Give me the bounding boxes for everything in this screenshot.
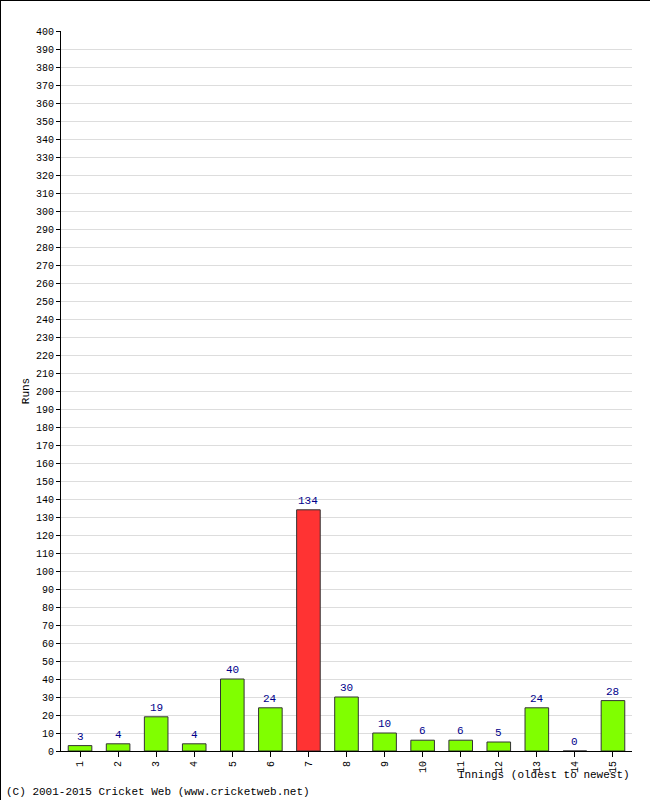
svg-text:190: 190	[36, 405, 54, 416]
svg-text:6: 6	[457, 725, 464, 737]
svg-text:Runs: Runs	[20, 378, 32, 404]
svg-text:8: 8	[342, 761, 353, 767]
svg-text:(C) 2001-2015 Cricket Web (www: (C) 2001-2015 Cricket Web (www.cricketwe…	[6, 786, 310, 798]
svg-text:Innings (oldest to newest): Innings (oldest to newest)	[458, 769, 630, 781]
svg-text:13: 13	[532, 761, 543, 773]
svg-text:260: 260	[36, 279, 54, 290]
svg-text:3: 3	[77, 731, 84, 743]
svg-text:2: 2	[113, 761, 124, 767]
svg-text:30: 30	[340, 682, 353, 694]
svg-text:70: 70	[42, 621, 54, 632]
svg-text:14: 14	[570, 761, 581, 773]
svg-text:240: 240	[36, 315, 54, 326]
svg-text:19: 19	[150, 702, 163, 714]
svg-text:150: 150	[36, 477, 54, 488]
svg-text:5: 5	[495, 727, 502, 739]
svg-text:80: 80	[42, 603, 54, 614]
svg-text:15: 15	[608, 761, 619, 773]
svg-text:100: 100	[36, 567, 54, 578]
svg-text:130: 130	[36, 513, 54, 524]
svg-text:210: 210	[36, 369, 54, 380]
svg-text:28: 28	[606, 686, 619, 698]
svg-text:10: 10	[378, 718, 391, 730]
svg-text:20: 20	[42, 711, 54, 722]
svg-text:4: 4	[191, 729, 198, 741]
svg-text:350: 350	[36, 117, 54, 128]
svg-text:0: 0	[48, 747, 54, 758]
svg-text:290: 290	[36, 225, 54, 236]
svg-text:4: 4	[115, 729, 122, 741]
svg-text:270: 270	[36, 261, 54, 272]
svg-text:370: 370	[36, 81, 54, 92]
svg-text:170: 170	[36, 441, 54, 452]
svg-text:390: 390	[36, 45, 54, 56]
svg-text:10: 10	[42, 729, 54, 740]
svg-text:12: 12	[494, 761, 505, 773]
svg-text:134: 134	[298, 495, 318, 507]
svg-text:320: 320	[36, 171, 54, 182]
svg-text:24: 24	[263, 693, 277, 705]
svg-text:0: 0	[571, 736, 578, 748]
svg-text:40: 40	[226, 664, 239, 676]
svg-text:220: 220	[36, 351, 54, 362]
svg-text:140: 140	[36, 495, 54, 506]
svg-text:230: 230	[36, 333, 54, 344]
svg-text:4: 4	[189, 761, 200, 767]
svg-text:24: 24	[530, 693, 544, 705]
svg-text:110: 110	[36, 549, 54, 560]
svg-text:180: 180	[36, 423, 54, 434]
svg-text:310: 310	[36, 189, 54, 200]
svg-text:280: 280	[36, 243, 54, 254]
svg-text:120: 120	[36, 531, 54, 542]
svg-text:9: 9	[380, 761, 391, 767]
svg-text:330: 330	[36, 153, 54, 164]
svg-text:160: 160	[36, 459, 54, 470]
svg-text:40: 40	[42, 675, 54, 686]
svg-text:400: 400	[36, 27, 54, 38]
svg-text:380: 380	[36, 63, 54, 74]
svg-text:6: 6	[419, 725, 426, 737]
svg-text:340: 340	[36, 135, 54, 146]
svg-text:5: 5	[228, 761, 239, 767]
svg-text:3: 3	[151, 761, 162, 767]
svg-text:360: 360	[36, 99, 54, 110]
svg-text:50: 50	[42, 657, 54, 668]
svg-text:11: 11	[456, 761, 467, 773]
svg-text:30: 30	[42, 693, 54, 704]
svg-text:10: 10	[418, 761, 429, 773]
svg-text:250: 250	[36, 297, 54, 308]
svg-text:1: 1	[75, 761, 86, 767]
svg-text:90: 90	[42, 585, 54, 596]
svg-text:200: 200	[36, 387, 54, 398]
svg-text:7: 7	[304, 761, 315, 767]
svg-text:60: 60	[42, 639, 54, 650]
svg-text:300: 300	[36, 207, 54, 218]
svg-text:6: 6	[266, 761, 277, 767]
